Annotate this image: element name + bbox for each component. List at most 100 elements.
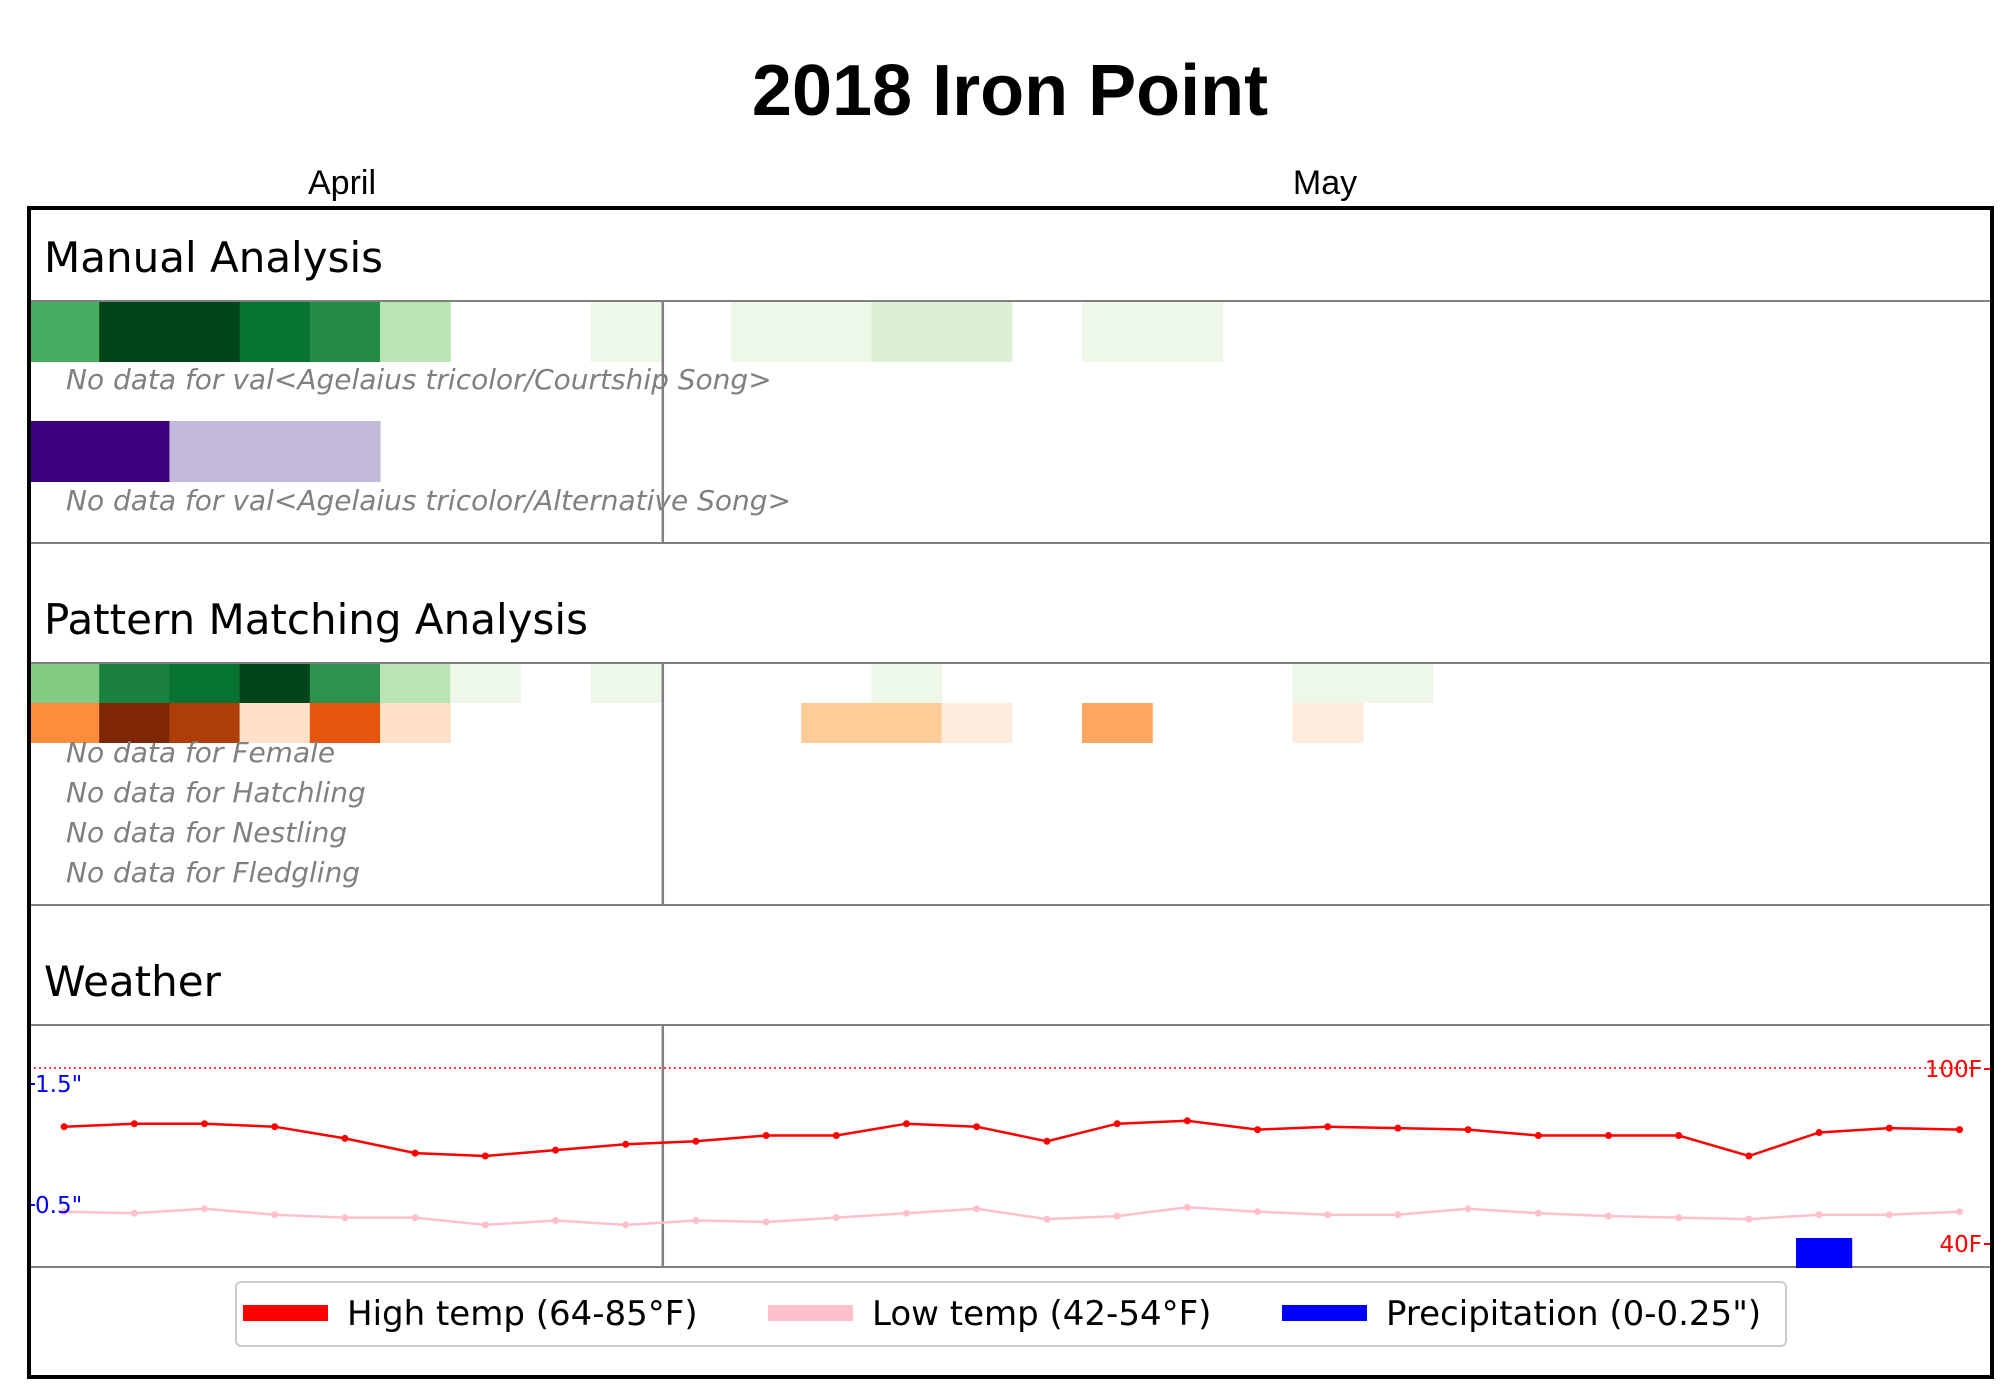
high-temp-point xyxy=(271,1123,279,1131)
heatmap-cell xyxy=(731,301,802,362)
high-temp-point xyxy=(1464,1126,1472,1134)
temp-axis-label: 40F xyxy=(1940,1232,1983,1258)
heatmap-cell xyxy=(169,301,241,362)
low-temp-point xyxy=(1113,1212,1121,1220)
high-temp-point xyxy=(1324,1123,1332,1131)
month-label-april: April xyxy=(308,164,376,202)
heatmap-cell xyxy=(941,703,1013,743)
heatmap-cell xyxy=(99,421,170,482)
temp-axis-label: 100F xyxy=(1925,1057,1982,1083)
low-temp-point xyxy=(1534,1209,1542,1217)
heatmap-cell xyxy=(590,663,662,703)
low-temp-point xyxy=(130,1209,138,1217)
low-temp-point xyxy=(622,1221,630,1229)
high-temp-point xyxy=(903,1120,910,1128)
section-title: Manual Analysis xyxy=(44,233,383,282)
high-temp-point xyxy=(1254,1126,1261,1134)
low-temp-point xyxy=(1605,1212,1612,1220)
low-temp-line xyxy=(64,1206,1960,1227)
no-data-label: No data for Fledgling xyxy=(66,856,360,889)
low-temp-point xyxy=(762,1218,770,1226)
high-temp-line xyxy=(64,1119,1960,1158)
high-temp-point xyxy=(552,1146,559,1154)
heatmap-cell xyxy=(1082,301,1153,362)
heatmap-cell xyxy=(169,703,241,743)
low-temp-point xyxy=(973,1205,981,1213)
month-label-may: May xyxy=(1293,164,1357,202)
legend-swatch xyxy=(1282,1305,1367,1321)
section-title: Pattern Matching Analysis xyxy=(44,595,588,644)
legend-box xyxy=(235,1281,1787,1347)
heatmap-cell xyxy=(941,301,1013,362)
heatmap-cell xyxy=(1292,663,1364,703)
high-temp-point xyxy=(341,1134,349,1142)
high-temp-point xyxy=(832,1132,840,1139)
no-data-label: No data for Nestling xyxy=(66,816,347,849)
no-data-label: No data for Hatchling xyxy=(66,776,366,809)
heatmap-cell xyxy=(450,663,521,703)
low-temp-point xyxy=(1745,1215,1753,1223)
high-temp-point xyxy=(481,1152,489,1160)
high-temp-point xyxy=(60,1123,68,1131)
precip-bar xyxy=(1796,1238,1853,1268)
low-temp-point xyxy=(903,1209,910,1217)
low-temp-point xyxy=(1183,1203,1191,1211)
chart-title: 2018 Iron Point xyxy=(752,51,1268,131)
high-temp-point xyxy=(1534,1132,1542,1139)
high-temp-point xyxy=(1956,1126,1963,1134)
low-temp-point xyxy=(1815,1211,1823,1219)
low-temp-point xyxy=(1394,1211,1402,1219)
low-temp-point xyxy=(1956,1208,1963,1216)
legend-label: Low temp (42-54°F) xyxy=(872,1294,1211,1334)
high-temp-point xyxy=(762,1132,770,1139)
heatmap-cell xyxy=(1362,663,1434,703)
high-temp-point xyxy=(1675,1132,1683,1139)
high-temp-point xyxy=(1605,1132,1612,1139)
legend-label: Precipitation (0-0.25") xyxy=(1386,1294,1761,1334)
high-temp-point xyxy=(973,1123,981,1131)
heatmap-cell xyxy=(239,421,311,482)
high-temp-point xyxy=(1394,1124,1402,1132)
low-temp-point xyxy=(411,1214,419,1222)
low-temp-point xyxy=(201,1205,208,1213)
no-data-label: No data for val<Agelaius tricolor/Altern… xyxy=(66,484,791,517)
figure-frame xyxy=(27,206,1994,1379)
heatmap-cell xyxy=(1292,703,1364,743)
heatmap-cell xyxy=(801,703,872,743)
heatmap-cell xyxy=(309,301,381,362)
heatmap-cell xyxy=(169,421,241,482)
low-temp-point xyxy=(1043,1215,1051,1223)
heatmap-cell xyxy=(29,663,100,703)
high-temp-point xyxy=(1043,1137,1051,1145)
low-temp-point xyxy=(832,1214,840,1222)
heatmap-cell xyxy=(309,663,381,703)
heatmap-cell xyxy=(871,703,943,743)
heatmap-cell xyxy=(29,703,100,743)
heatmap-cell xyxy=(239,301,311,362)
high-temp-point xyxy=(1183,1117,1191,1125)
low-temp-point xyxy=(1254,1208,1261,1216)
high-temp-point xyxy=(130,1120,138,1128)
precip-axis-label: 0.5" xyxy=(35,1193,82,1219)
heatmap-cell xyxy=(309,421,381,482)
no-data-label: No data for val<Agelaius tricolor/Courts… xyxy=(66,363,772,396)
low-temp-point xyxy=(60,1208,68,1216)
heatmap-cell xyxy=(29,301,100,362)
high-temp-point xyxy=(692,1137,700,1145)
heatmap-cell xyxy=(380,301,451,362)
heatmap-cell xyxy=(871,663,943,703)
high-temp-point xyxy=(622,1140,630,1148)
heatmap-cell xyxy=(380,703,451,743)
low-temp-point xyxy=(1464,1205,1472,1213)
legend-label: High temp (64-85°F) xyxy=(347,1294,698,1334)
high-temp-point xyxy=(201,1120,208,1128)
heatmap-cell xyxy=(590,301,662,362)
heatmap-cell xyxy=(309,703,381,743)
section-title: Weather xyxy=(44,957,222,1006)
low-temp-point xyxy=(1324,1211,1332,1219)
heatmap-cell xyxy=(169,663,241,703)
high-temp-point xyxy=(1885,1124,1893,1132)
heatmap-cell xyxy=(1082,703,1153,743)
low-temp-point xyxy=(1885,1211,1893,1219)
